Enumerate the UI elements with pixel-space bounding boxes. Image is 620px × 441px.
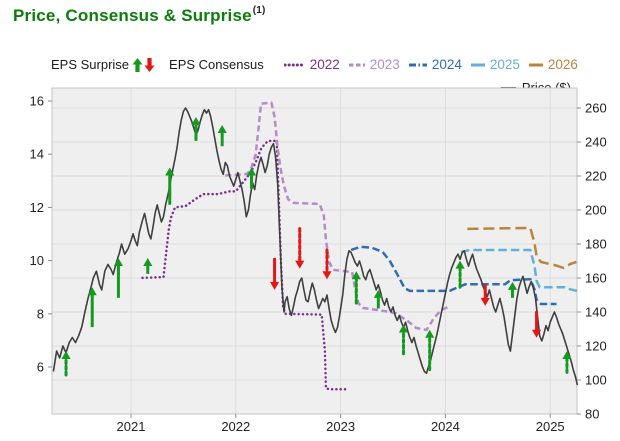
consensus-line-2023 — [225, 101, 450, 332]
right-axis-tick-label: 140 — [585, 305, 607, 320]
surprise-up-arrow — [165, 167, 175, 176]
surprise-up-arrow — [143, 257, 153, 266]
eps-surprise-label: EPS Surprise — [51, 57, 130, 72]
surprise-down-arrow — [480, 297, 490, 306]
surprise-up-arrow — [373, 289, 383, 298]
x-axis-tick-label: 2025 — [536, 419, 565, 434]
right-axis-tick-label: 100 — [585, 373, 607, 388]
x-axis-tick-label: 2023 — [326, 419, 355, 434]
surprise-up-arrow — [246, 167, 257, 176]
plot-border — [51, 87, 578, 415]
left-axis-tick-label: 12 — [30, 200, 44, 215]
legend-year-label: 2024 — [431, 57, 462, 72]
consensus-line-2024 — [350, 245, 557, 306]
surprise-down-arrow — [269, 281, 280, 290]
consensus-line-2025 — [460, 248, 578, 293]
surprise-up-arrow — [191, 116, 201, 125]
page-title: Price, Consensus & Surprise(1) — [13, 5, 266, 26]
eps-surprise-arrows — [132, 57, 155, 72]
surprise-down-arrow-icon — [144, 57, 155, 72]
surprise-up-arrow — [61, 351, 71, 360]
chart-title-text: Price, Consensus & Surprise — [13, 6, 252, 25]
surprise-up-arrow — [425, 329, 435, 338]
legend-year-label: 2026 — [547, 57, 578, 72]
right-axis-tick-label: 120 — [585, 339, 607, 354]
surprise-up-arrow — [217, 124, 227, 133]
right-axis-tick-label: 260 — [585, 101, 607, 116]
right-axis-tick-label: 200 — [585, 203, 607, 218]
surprise-up-arrow — [398, 324, 409, 333]
surprise-down-arrow — [295, 260, 305, 269]
legend: EPS Surprise EPS Consensus 2022 2023 202… — [51, 57, 578, 72]
line-swatch-2025 — [470, 63, 485, 66]
legend-year-2024: 2024 — [408, 57, 462, 72]
right-axis-tick-label: 80 — [585, 407, 599, 422]
surprise-up-arrow — [562, 351, 572, 360]
legend-year-2022: 2022 — [283, 57, 340, 72]
surprise-down-arrow — [531, 329, 542, 338]
left-axis-tick-label: 8 — [37, 306, 44, 321]
surprise-up-arrow — [87, 287, 97, 296]
price-line — [52, 107, 579, 386]
line-swatch-2026 — [528, 63, 543, 66]
surprise-down-arrow — [322, 271, 332, 280]
left-axis-tick-label: 10 — [30, 253, 44, 268]
surprise-up-arrow — [507, 281, 518, 290]
line-swatch-2024 — [408, 63, 427, 66]
legend-year-label: 2023 — [369, 57, 400, 72]
chart-title-footnote-marker: (1) — [252, 5, 266, 17]
surprise-up-arrow — [351, 271, 361, 280]
eps-consensus-label: EPS Consensus — [169, 57, 264, 72]
surprise-up-arrow-icon — [132, 57, 143, 72]
x-axis-tick-label: 2021 — [117, 419, 146, 434]
surprise-up-arrow — [113, 257, 124, 266]
left-axis-tick-label: 14 — [30, 147, 44, 162]
x-axis-tick-label: 2024 — [431, 419, 460, 434]
legend-year-2026: 2026 — [528, 57, 578, 72]
right-axis-tick-label: 220 — [585, 169, 607, 184]
right-axis-tick-label: 240 — [585, 135, 607, 150]
left-axis-tick-label: 16 — [30, 94, 44, 109]
x-axis-tick-label: 2022 — [221, 419, 250, 434]
legend-year-label: 2025 — [489, 57, 520, 72]
line-swatch-2022 — [283, 63, 306, 66]
legend-year-label: 2022 — [309, 57, 340, 72]
consensus-line-2022 — [141, 139, 349, 391]
line-swatch-2023 — [348, 63, 365, 66]
legend-year-2025: 2025 — [470, 57, 520, 72]
eps-surprise-legend-item: EPS Surprise — [51, 57, 169, 72]
consensus-line-2026 — [467, 226, 577, 270]
legend-year-2023: 2023 — [348, 57, 400, 72]
surprise-up-arrow — [455, 260, 465, 269]
right-axis-tick-label: 160 — [585, 271, 607, 286]
left-axis-tick-label: 6 — [37, 360, 44, 375]
right-axis-tick-label: 180 — [585, 237, 607, 252]
